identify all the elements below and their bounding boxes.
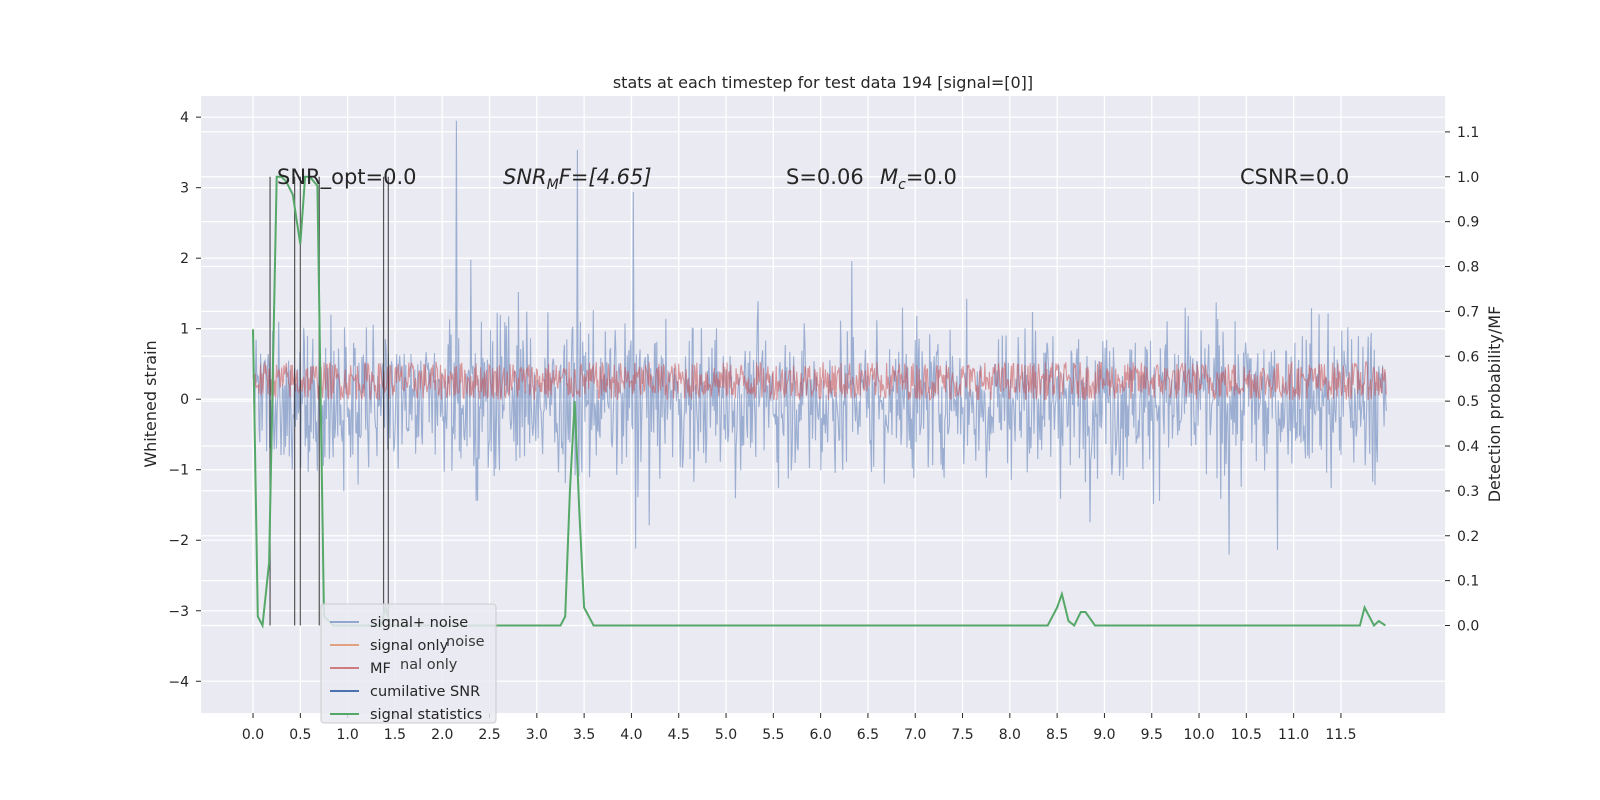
x-tick-label: 6.5	[857, 727, 879, 743]
y-tick-label: 3	[180, 181, 189, 197]
x-tick-label: 11.0	[1278, 727, 1309, 743]
y2-tick-label: 0.1	[1457, 574, 1479, 590]
y-tick-label: −3	[168, 604, 189, 620]
series-layer	[252, 120, 1387, 629]
y2-tick-label: 0.2	[1457, 529, 1479, 545]
y2-tick-label: 0.7	[1457, 304, 1479, 320]
legend-label: signal statistics	[370, 707, 482, 723]
y-tick-label: −2	[168, 533, 189, 549]
ticks: 0.0 0.5 1.0 1.5 2.0 2.5 3.0 3.5 4.0 4.5 5.0 5.5 6.0 6…	[168, 110, 1479, 743]
y-tick-label: 1	[180, 322, 189, 338]
annotation-mc: Mc=0.0	[880, 165, 957, 193]
y2-tick-label: 1.1	[1457, 125, 1479, 141]
y2-tick-label: 0.3	[1457, 484, 1479, 500]
x-tick-label: 3.0	[526, 727, 548, 743]
y-tick-label: −4	[168, 674, 189, 690]
x-tick-label: 5.0	[715, 727, 737, 743]
mf-line	[252, 360, 1387, 402]
legend-box	[320, 603, 497, 724]
legend-label: cumilative SNR	[370, 684, 480, 700]
y2-tick-label: 0.8	[1457, 260, 1479, 276]
annotation-s: S=0.06	[786, 165, 864, 189]
x-tick-label: 7.0	[904, 727, 926, 743]
y-tick-label: −1	[168, 463, 189, 479]
x-tick-label: 1.5	[384, 727, 406, 743]
x-tick-label: 1.0	[336, 727, 358, 743]
x-tick-label: 0.5	[289, 727, 311, 743]
y-tick-label: 2	[180, 251, 189, 267]
y2-tick-label: 1.0	[1457, 170, 1479, 186]
y2-tick-label: 0.9	[1457, 215, 1479, 231]
x-tick-label: 8.5	[1046, 727, 1068, 743]
y2-tick-label: 0.0	[1457, 618, 1479, 634]
annotation-snr-opt: SNR_opt=0.0	[277, 165, 417, 190]
annotation-snr-mf: SNRMF=[4.65]	[503, 165, 652, 193]
legend-label: signal only	[370, 638, 449, 654]
x-tick-label: 0.0	[242, 727, 264, 743]
y-tick-label: 0	[180, 392, 189, 408]
snr-mf-base: SNR	[503, 165, 547, 189]
snr-mf-rest: F=[4.65]	[559, 165, 652, 189]
snr-mf-sub: M	[547, 177, 559, 193]
x-tick-label: 8.0	[999, 727, 1021, 743]
y2-tick-label: 0.6	[1457, 349, 1479, 365]
x-tick-label: 7.5	[951, 727, 973, 743]
legend-ghost-1: noise	[446, 634, 485, 650]
x-tick-label: 4.5	[668, 727, 690, 743]
mc-rest: =0.0	[906, 165, 957, 189]
x-tick-label: 9.0	[1093, 727, 1115, 743]
y-tick-label: 4	[180, 110, 189, 126]
legend-label: MF	[370, 661, 391, 677]
x-tick-label: 10.5	[1231, 727, 1262, 743]
x-tick-label: 2.5	[478, 727, 500, 743]
x-tick-label: 6.0	[810, 727, 832, 743]
x-tick-label: 3.5	[573, 727, 595, 743]
y2-tick-label: 0.5	[1457, 394, 1479, 410]
legend-ghost-2: nal only	[400, 657, 458, 673]
signal-statistics-line	[252, 175, 1386, 629]
annotation-csnr: CSNR=0.0	[1240, 165, 1349, 189]
y2-tick-label: 0.4	[1457, 439, 1479, 455]
legend-label: signal+ noise	[370, 615, 468, 631]
legend-items: signal+ noise signal only MF cumilative SNR…	[330, 615, 482, 723]
x-tick-label: 9.5	[1141, 727, 1163, 743]
mc-base: M	[880, 165, 898, 189]
x-tick-label: 2.0	[431, 727, 453, 743]
y2-axis-label: Detection probability/MF	[1485, 306, 1504, 503]
x-tick-label: 5.5	[762, 727, 784, 743]
x-tick-label: 11.5	[1325, 727, 1356, 743]
x-tick-label: 10.0	[1183, 727, 1214, 743]
mc-sub: c	[898, 177, 906, 193]
y-axis-label: Whitened strain	[141, 340, 160, 467]
legend: noise nal only signal+ noise signal only M…	[320, 603, 497, 724]
chart-title: stats at each timestep for test data 194…	[613, 73, 1033, 92]
x-tick-label: 4.0	[620, 727, 642, 743]
